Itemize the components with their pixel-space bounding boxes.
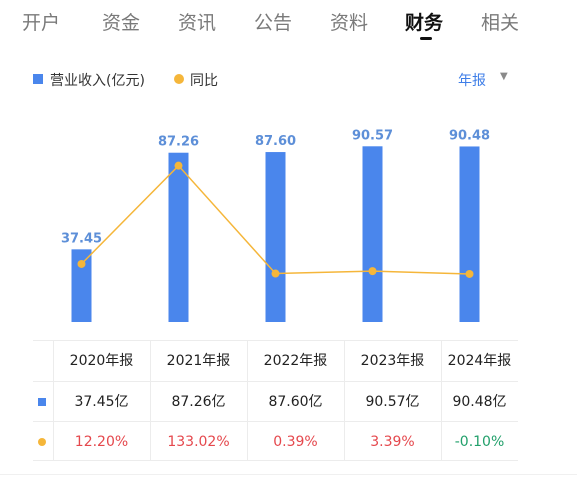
table-cell: 12.20% (74, 434, 129, 450)
table-cell: -0.10% (454, 434, 505, 450)
table-cell: 87.26亿 (171, 394, 226, 410)
active-tab-indicator (420, 37, 432, 40)
table-cell: 0.39% (273, 434, 318, 450)
tab-gonggao[interactable]: 公告 (254, 12, 293, 34)
table-header-cell: 2024年报 (447, 353, 512, 369)
yoy-legend-label: 同比 (190, 73, 218, 89)
tab-kaihu[interactable]: 开户 (22, 12, 61, 34)
tab-zijin[interactable]: 资金 (102, 12, 141, 34)
yoy-row-swatch (38, 438, 46, 446)
revenue-legend-label: 营业收入(亿元) (50, 73, 145, 89)
table-cell: 87.60亿 (268, 394, 323, 410)
yoy-point (368, 267, 377, 276)
table-cell: 133.02% (167, 434, 230, 450)
tab-ziliao[interactable]: 资料 (330, 12, 369, 34)
revenue-bar (459, 146, 480, 322)
yoy-legend-swatch (174, 74, 184, 84)
table-divider (247, 340, 248, 460)
table-row-revenue: 37.45亿 87.26亿 87.60亿 90.57亿 90.48亿 (33, 381, 518, 421)
bottom-divider (0, 474, 577, 475)
yoy-point (174, 161, 183, 170)
table-header-cell: 2023年报 (360, 353, 425, 369)
table-cell: 90.48亿 (452, 394, 507, 410)
revenue-chart: 37.45 87.26 87.60 90.57 90.48 (61, 128, 490, 322)
tab-bar: 开户 资金 资讯 公告 资料 财务 相关 (0, 0, 577, 44)
yoy-point (271, 269, 280, 278)
tab-caiwu[interactable]: 财务 (405, 12, 444, 34)
period-selector[interactable]: 年报 ▼ (458, 70, 508, 90)
tab-zixun[interactable]: 资讯 (178, 12, 217, 34)
table-row-yoy: 12.20% 133.02% 0.39% 3.39% -0.10% (33, 421, 518, 461)
bar-data-label: 37.45 (61, 231, 102, 246)
period-selector-label: 年报 (458, 73, 486, 89)
yoy-point (465, 269, 474, 278)
bar-data-label: 87.26 (158, 135, 199, 150)
bar-data-label: 90.57 (352, 128, 393, 143)
table-header-cell: 2020年报 (69, 353, 134, 369)
table-header-row: 2020年报 2021年报 2022年报 2023年报 2024年报 (33, 341, 518, 381)
revenue-bar (265, 152, 286, 322)
revenue-row-swatch (38, 398, 46, 406)
revenue-bar (362, 146, 383, 322)
table-header-cell: 2022年报 (263, 353, 328, 369)
yoy-point (77, 259, 86, 268)
bar-data-label: 87.60 (255, 134, 296, 149)
bar-data-label: 90.48 (449, 128, 490, 143)
revenue-bar (71, 249, 92, 322)
caret-down-icon: ▼ (500, 71, 508, 82)
table-cell: 37.45亿 (74, 394, 129, 410)
tab-xiangguan[interactable]: 相关 (481, 12, 520, 34)
table-divider (53, 340, 54, 460)
table-divider (344, 340, 345, 460)
table-divider (150, 340, 151, 460)
financial-table: 2020年报 2021年报 2022年报 2023年报 2024年报 37.45… (33, 340, 518, 461)
table-cell: 90.57亿 (365, 394, 420, 410)
table-cell: 3.39% (370, 434, 415, 450)
revenue-bar (168, 152, 189, 322)
table-divider (441, 340, 442, 460)
table-header-cell: 2021年报 (166, 353, 231, 369)
revenue-legend-swatch (33, 74, 43, 84)
